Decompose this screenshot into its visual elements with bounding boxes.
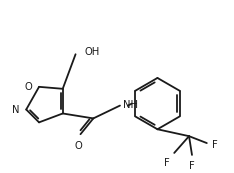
Text: OH: OH bbox=[84, 47, 100, 57]
Text: N: N bbox=[12, 104, 19, 115]
Text: NH: NH bbox=[123, 100, 138, 110]
Text: F: F bbox=[189, 161, 195, 171]
Text: O: O bbox=[24, 82, 32, 92]
Text: F: F bbox=[164, 158, 169, 168]
Text: O: O bbox=[75, 141, 82, 151]
Text: F: F bbox=[212, 140, 217, 150]
